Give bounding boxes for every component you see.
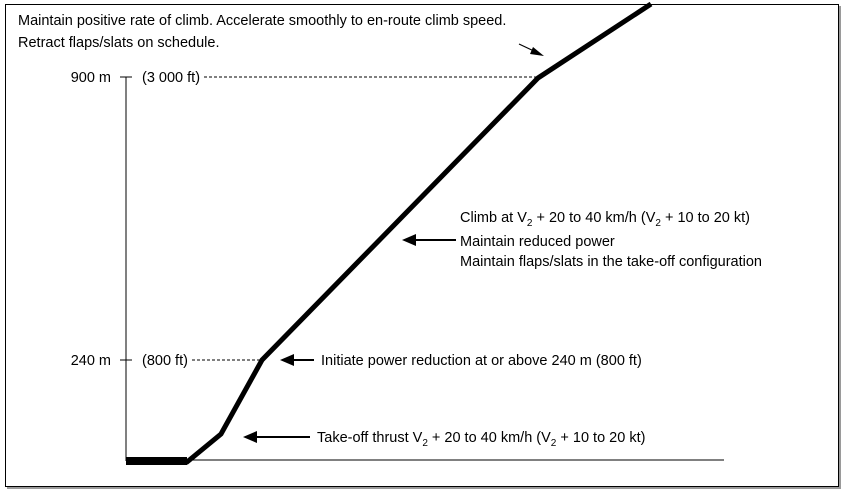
climb-note-line3: Maintain flaps/slats in the take-off con… <box>460 254 762 270</box>
label-900m: 900 m <box>71 70 111 86</box>
reduction-note-arrowhead <box>280 354 294 366</box>
reduction-note: Initiate power reduction at or above 240… <box>321 353 642 369</box>
top-note-line2: Retract flaps/slats on schedule. <box>18 35 220 51</box>
flight-path <box>126 1 653 465</box>
takeoff-note-arrowhead <box>243 431 257 443</box>
diagram-frame <box>5 4 839 487</box>
label-3000ft: (3 000 ft) <box>142 70 200 86</box>
label-800ft: (800 ft) <box>142 353 188 369</box>
climb-note-line2: Maintain reduced power <box>460 234 615 250</box>
top-note-arrowhead <box>530 47 544 56</box>
takeoff-note: Take-off thrust V2 + 20 to 40 km/h (V2 +… <box>317 430 645 449</box>
climb-note-arrowhead <box>402 234 416 246</box>
label-240m: 240 m <box>71 353 111 369</box>
top-note-line1: Maintain positive rate of climb. Acceler… <box>18 13 506 29</box>
climb-note-line1: Climb at V2 + 20 to 40 km/h (V2 + 10 to … <box>460 210 750 229</box>
